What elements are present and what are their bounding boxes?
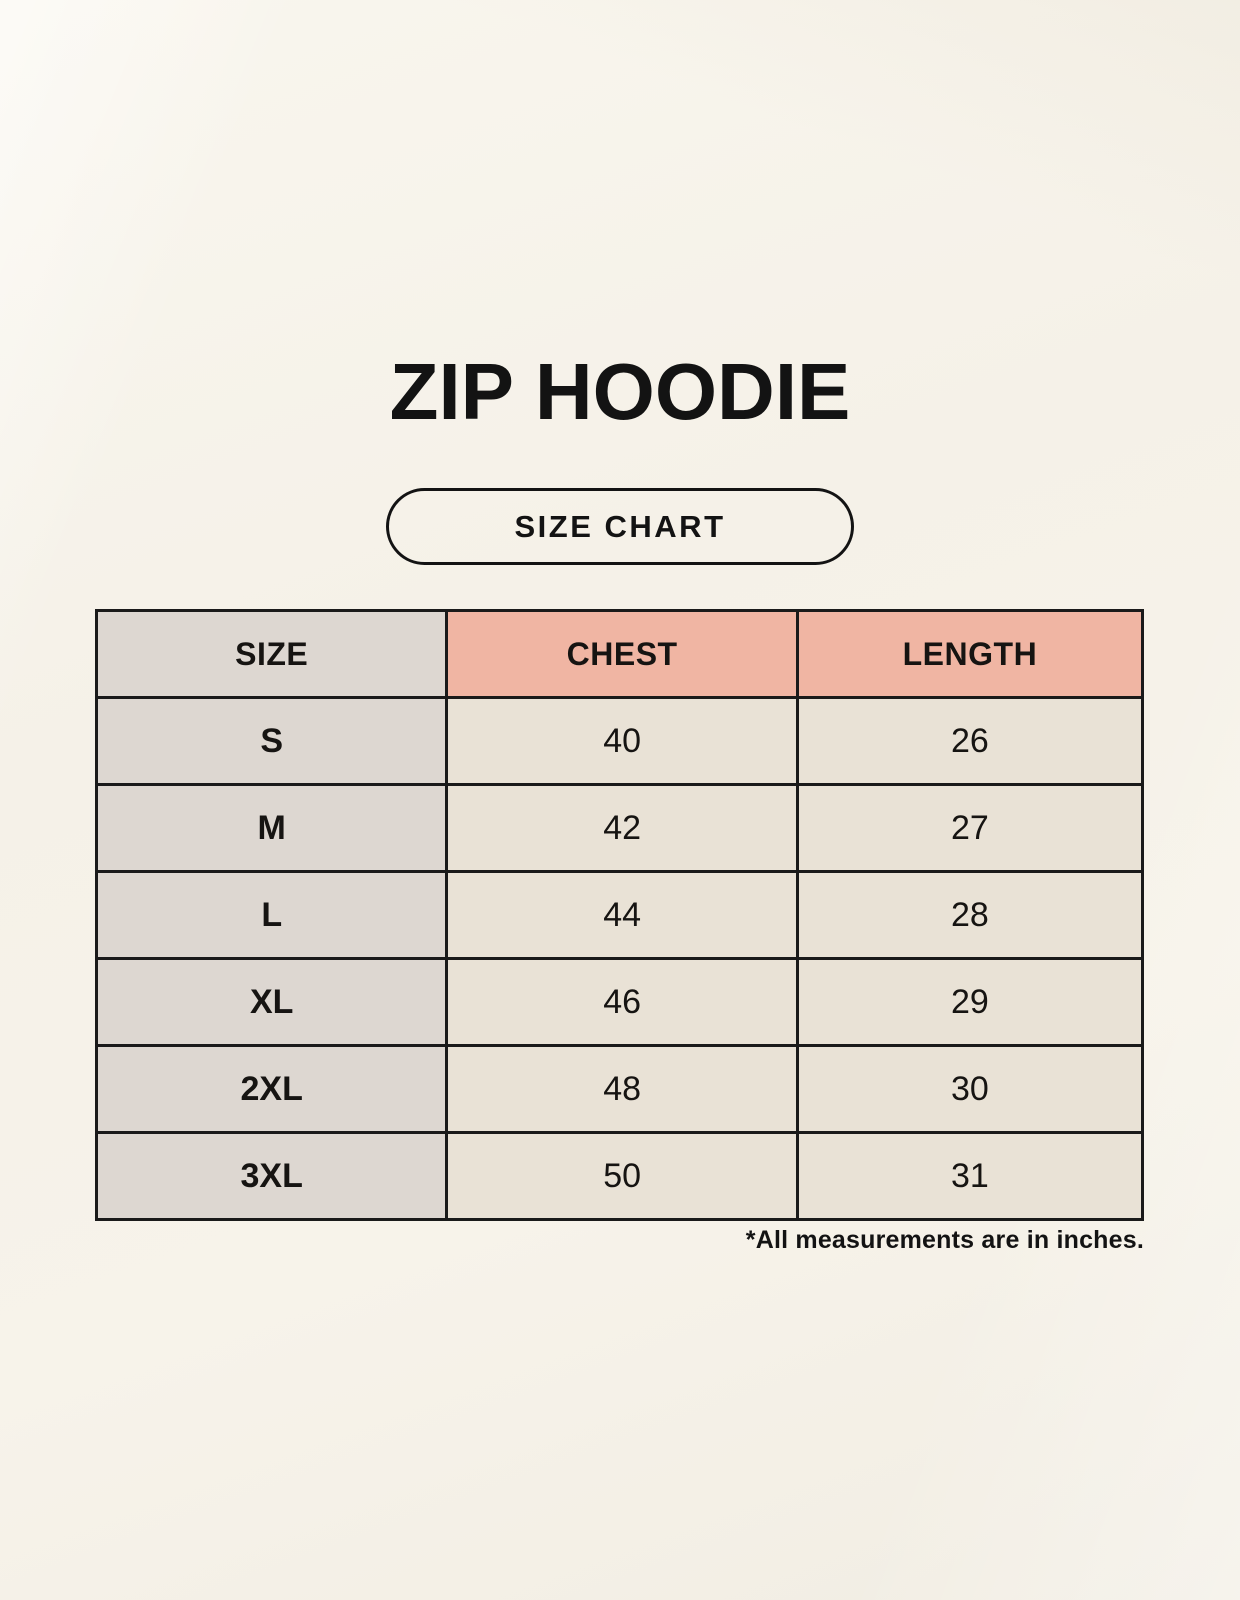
chest-value: 48: [445, 1044, 799, 1134]
length-value: 29: [795, 957, 1145, 1047]
size-label: XL: [94, 957, 449, 1047]
size-label: 2XL: [94, 1044, 449, 1134]
column-header-length: LENGTH: [795, 609, 1145, 699]
size-label: 3XL: [94, 1131, 449, 1221]
table-row: 2XL 48 30: [94, 1044, 1145, 1134]
size-chart-table: SIZE CHEST LENGTH S 40 26 M 42 27 L 44 2…: [94, 609, 1145, 1221]
length-value: 31: [795, 1131, 1145, 1221]
chest-value: 46: [445, 957, 799, 1047]
size-chart-badge: SIZE CHART: [386, 488, 854, 565]
chest-value: 40: [445, 696, 799, 786]
table-row: M 42 27: [94, 783, 1145, 873]
table-row: XL 46 29: [94, 957, 1145, 1047]
length-value: 27: [795, 783, 1145, 873]
measurements-footnote: *All measurements are in inches.: [745, 1226, 1144, 1254]
column-header-chest: CHEST: [445, 609, 799, 699]
length-value: 30: [795, 1044, 1145, 1134]
table-row: S 40 26: [94, 696, 1145, 786]
table-header-row: SIZE CHEST LENGTH: [94, 609, 1145, 699]
table-row: L 44 28: [94, 870, 1145, 960]
chest-value: 42: [445, 783, 799, 873]
chest-value: 44: [445, 870, 799, 960]
size-label: S: [94, 696, 449, 786]
size-label: L: [94, 870, 449, 960]
size-label: M: [94, 783, 449, 873]
chest-value: 50: [445, 1131, 799, 1221]
column-header-size: SIZE: [94, 609, 449, 699]
table-row: 3XL 50 31: [94, 1131, 1145, 1221]
length-value: 26: [795, 696, 1145, 786]
size-chart-badge-label: SIZE CHART: [514, 508, 726, 544]
page-title: ZIP HOODIE: [389, 347, 851, 436]
length-value: 28: [795, 870, 1145, 960]
